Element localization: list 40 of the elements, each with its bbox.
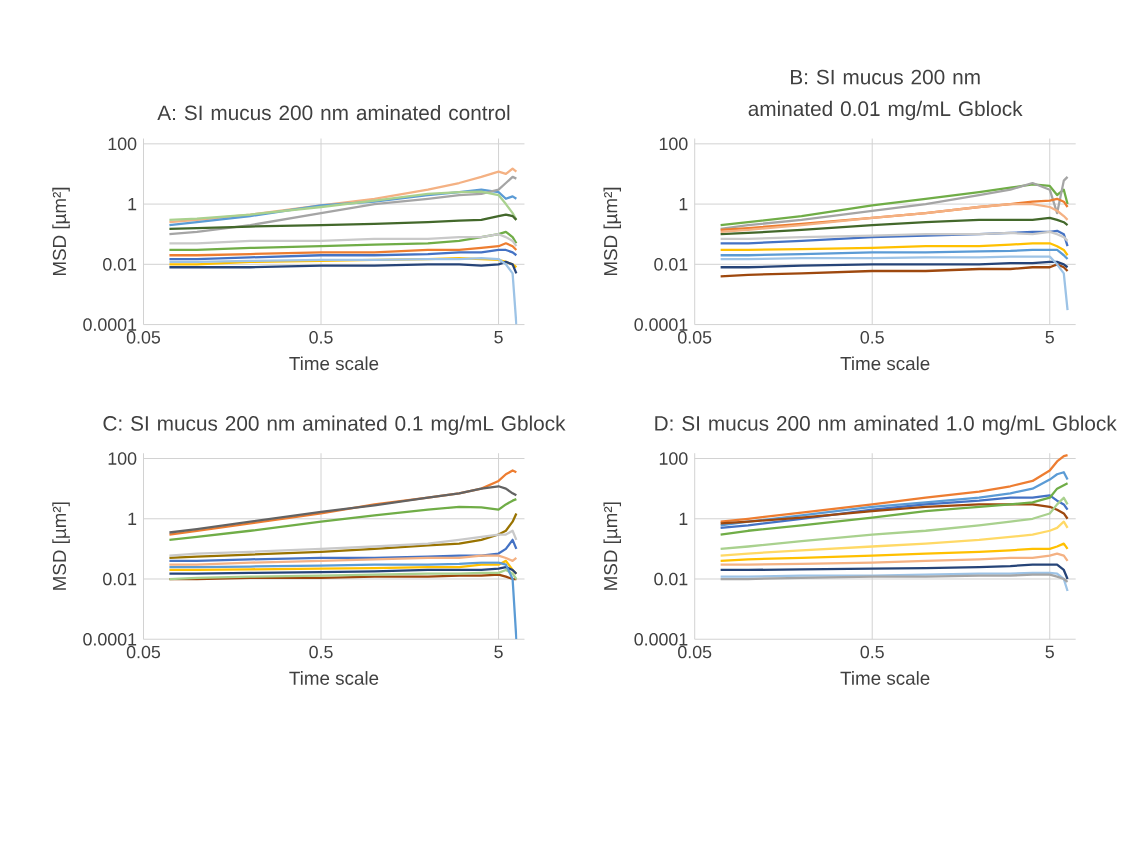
x-tick-label: 0.05 xyxy=(126,331,161,344)
x-tick-label: 0.05 xyxy=(678,331,712,344)
x-tick-label: 5 xyxy=(494,645,503,659)
x-axis-title: Time scale xyxy=(289,356,379,371)
x-axis-title: Time scale xyxy=(289,671,379,685)
y-tick-label: 0.01 xyxy=(103,258,137,271)
x-tick-label: 0.05 xyxy=(678,645,712,659)
y-axis-title: MSD [µm²] xyxy=(603,187,622,276)
y-tick-label: 100 xyxy=(108,137,137,151)
y-tick-label: 0.01 xyxy=(654,572,688,586)
y-tick-label: 1 xyxy=(128,198,137,211)
x-axis-title: Time scale xyxy=(840,356,930,371)
chart-title: B: SI mucus 200 nm aminated 0.01 mg/mL Gblock xyxy=(748,69,1023,121)
x-tick-label: 5 xyxy=(1045,331,1054,344)
y-axis-title: MSD [µm²] xyxy=(603,502,622,590)
chart-title: A: SI mucus 200 nm aminated control xyxy=(157,105,510,121)
y-axis-title: MSD [µm²] xyxy=(52,187,70,276)
x-tick-label: 5 xyxy=(494,331,503,344)
x-tick-label: 0.5 xyxy=(309,645,333,659)
chart-title: C: SI mucus 200 nm aminated 0.1 mg/mL Gblock xyxy=(103,415,566,435)
y-tick-label: 100 xyxy=(659,137,688,151)
y-tick-label: 1 xyxy=(679,198,688,211)
x-tick-label: 0.5 xyxy=(860,331,884,344)
y-axis-title: MSD [µm²] xyxy=(52,502,70,590)
y-tick-label: 1 xyxy=(679,512,688,525)
y-tick-label: 0.0001 xyxy=(634,633,688,646)
x-axis-title: Time scale xyxy=(840,671,930,685)
y-tick-label: 1 xyxy=(128,512,137,525)
y-tick-label: 0.0001 xyxy=(83,633,137,646)
x-tick-label: 0.5 xyxy=(309,331,333,344)
y-tick-label: 0.01 xyxy=(103,572,137,586)
chart-title: D: SI mucus 200 nm aminated 1.0 mg/mL Gblock xyxy=(655,415,1117,435)
x-tick-label: 0.05 xyxy=(126,645,161,659)
y-tick-label: 0.0001 xyxy=(83,318,137,331)
y-tick-label: 0.01 xyxy=(654,258,688,271)
y-tick-label: 0.0001 xyxy=(634,318,688,331)
x-tick-label: 5 xyxy=(1045,645,1054,659)
y-tick-label: 100 xyxy=(108,452,137,465)
x-tick-label: 0.5 xyxy=(860,645,884,659)
y-tick-label: 100 xyxy=(659,452,688,465)
